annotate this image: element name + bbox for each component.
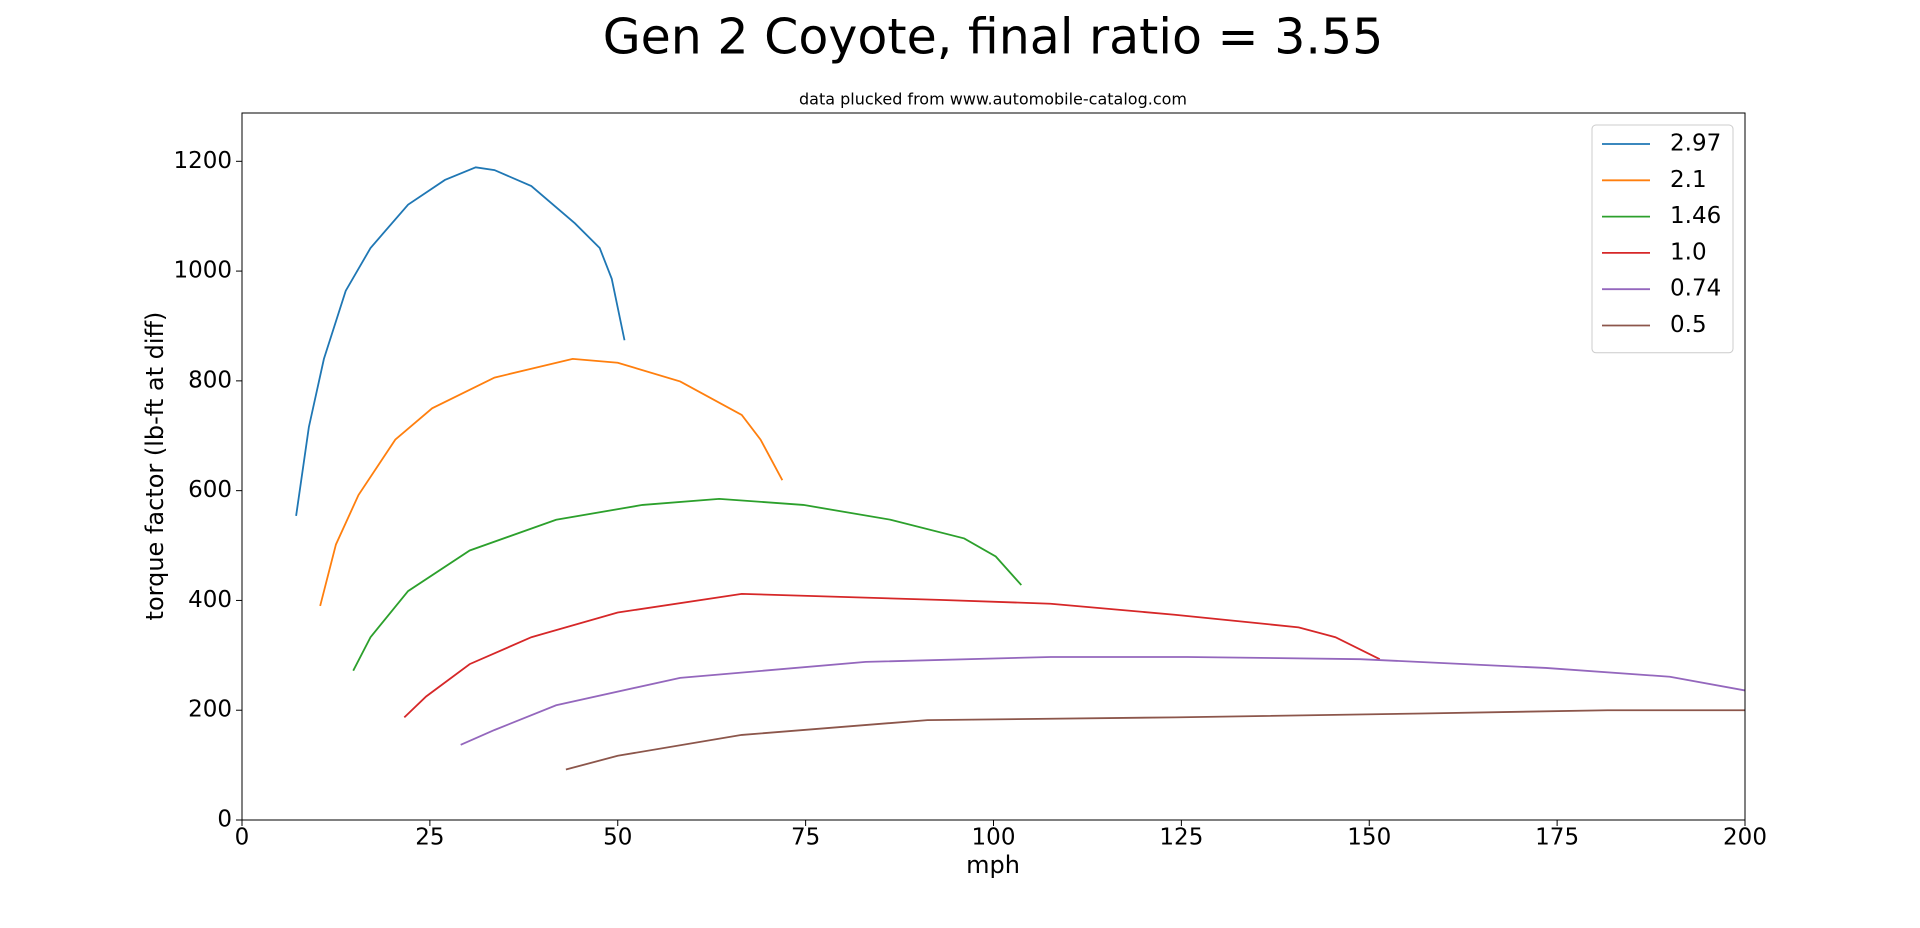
x-tick-label: 25	[415, 825, 444, 851]
x-tick-label: 75	[791, 825, 820, 851]
series-line	[295, 166, 626, 517]
y-tick-label: 800	[188, 367, 232, 393]
x-tick-label: 100	[972, 825, 1016, 851]
chart-title: Gen 2 Coyote, final ratio = 3.55	[603, 9, 1384, 66]
y-tick-label: 1200	[173, 148, 232, 174]
x-tick-label: 200	[1723, 825, 1767, 851]
y-tick-label: 400	[188, 587, 232, 613]
y-tick-label: 1000	[173, 258, 232, 284]
legend-label: 0.74	[1670, 276, 1721, 302]
x-axis-label: mph	[966, 851, 1020, 879]
x-tick-label: 125	[1159, 825, 1203, 851]
y-tick-label: 200	[188, 697, 232, 723]
legend-label: 0.5	[1670, 312, 1707, 338]
series-line	[460, 656, 1745, 746]
x-tick-label: 50	[603, 825, 632, 851]
series-line	[403, 592, 1381, 719]
legend-label: 2.1	[1670, 167, 1707, 193]
legend-label: 1.0	[1670, 239, 1707, 265]
x-tick-label: 175	[1535, 825, 1579, 851]
legend-box	[1591, 124, 1734, 354]
plot-frame	[241, 112, 1746, 821]
x-tick-label: 150	[1347, 825, 1391, 851]
legend-label: 1.46	[1670, 203, 1721, 229]
series-line	[352, 497, 1022, 672]
y-axis-label: torque factor (lb-ft at diff)	[141, 312, 169, 621]
x-tick-label: 0	[235, 825, 250, 851]
y-tick-label: 0	[217, 807, 232, 833]
series-line	[565, 709, 1745, 771]
legend-label: 2.97	[1670, 131, 1721, 157]
chart-subtitle: data plucked from www.automobile-catalog…	[799, 90, 1187, 109]
y-tick-label: 600	[188, 477, 232, 503]
series-line	[319, 358, 784, 607]
